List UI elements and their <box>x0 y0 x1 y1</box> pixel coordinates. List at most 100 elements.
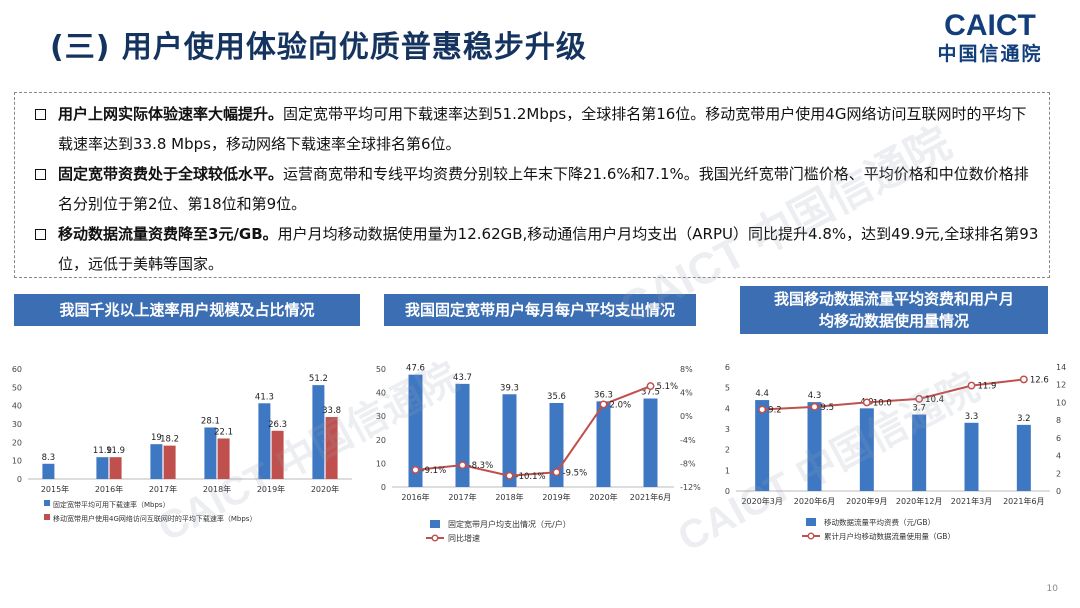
legend-bar-swatch <box>806 518 816 526</box>
y-tick-label-right: 8 <box>1056 416 1061 425</box>
legend-label: 固定宽带月户均支出情况（元/户） <box>448 519 571 529</box>
chart-fixed-spend: 0 10 20 30 40 50 -12% -8% -4% 0% 4% 8% 2016年 2017年 201… <box>376 364 701 543</box>
y-tick-label-right: -4% <box>680 436 696 445</box>
bullet-bold: 移动数据流量资费降至3元/GB。 <box>58 225 278 243</box>
y-tick-label-right: 2 <box>1056 469 1061 478</box>
checkbox-square-icon <box>35 169 46 180</box>
bullet-bold: 用户上网实际体验速率大幅提升。 <box>58 105 284 123</box>
data-label: 35.6 <box>547 392 566 402</box>
y-tick-label-right: 0% <box>680 412 693 421</box>
y-tick-label-right: 6 <box>1056 434 1061 443</box>
checkbox-square-icon <box>35 229 46 240</box>
line-point <box>1019 375 1028 384</box>
bar <box>596 401 611 487</box>
data-label: 41.3 <box>255 392 274 402</box>
legend-bar-swatch <box>44 514 50 520</box>
y-tick-label: 30 <box>12 420 22 429</box>
x-tick-label: 2018年 <box>495 492 523 502</box>
bar <box>96 457 109 479</box>
line-point <box>646 382 655 391</box>
x-tick-label: 2015年 <box>41 484 69 494</box>
bullet-item: 固定宽带资费处于全球较低水平。运营商宽带和专线平均资费分别较上年末下降21.6%… <box>35 159 1041 219</box>
bar <box>204 427 217 479</box>
x-tick-label: 2017年 <box>149 484 177 494</box>
y-tick-label: 3 <box>725 425 730 434</box>
y-tick-label: 2 <box>725 446 730 455</box>
data-label: 39.3 <box>500 383 519 393</box>
y-tick-label: 50 <box>376 365 386 374</box>
line-data-label: 11.9 <box>978 382 997 392</box>
data-label: 19 <box>151 433 162 443</box>
line-point <box>411 465 420 474</box>
y-tick-label: 4 <box>725 404 730 413</box>
y-tick-label: 0 <box>381 483 386 492</box>
bar <box>312 385 325 479</box>
bar <box>455 383 470 487</box>
y-tick-label: 40 <box>12 402 22 411</box>
x-tick-label: 2021年3月 <box>951 496 992 506</box>
bullet-item: 移动数据流量资费降至3元/GB。用户月均移动数据使用量为12.62GB,移动通信… <box>35 219 1041 279</box>
bullet-text: 固定宽带平均可用下载速率达到51.2Mbps，全球排名第16位。移动宽带用户使用… <box>58 105 1027 153</box>
line-point <box>505 471 514 480</box>
x-tick-label: 2020年12月 <box>896 496 943 506</box>
series-line <box>415 385 651 477</box>
y-tick-label-right: 4 <box>1056 452 1061 461</box>
x-tick-label: 2017年 <box>448 492 476 502</box>
x-tick-label: 2021年6月 <box>630 492 671 502</box>
legend-point-swatch <box>807 532 815 540</box>
y-tick-label: 0 <box>17 475 22 484</box>
line-point <box>967 381 976 390</box>
checkbox-square-icon <box>35 109 46 120</box>
x-tick-label: 2019年 <box>257 484 285 494</box>
line-point <box>458 461 467 470</box>
y-tick-label: 0 <box>725 487 730 496</box>
line-data-label: 9.2 <box>768 406 782 416</box>
x-tick-label: 2019年 <box>542 492 570 502</box>
bar <box>912 414 927 491</box>
bar <box>258 403 271 479</box>
line-data-label: -9.1% <box>422 466 447 476</box>
bar <box>271 430 284 479</box>
data-label: 3.7 <box>912 404 926 414</box>
data-label: 11.9 <box>93 446 112 456</box>
line-point <box>862 398 871 407</box>
data-label: 18.2 <box>160 435 179 445</box>
y-tick-label: 50 <box>12 383 22 392</box>
series-line <box>762 378 1024 411</box>
y-tick-label: 1 <box>725 466 730 475</box>
logo-text-cn: 中国信通院 <box>937 43 1043 65</box>
chart-speed: 0 10 20 30 40 50 60 2015年 2016年 2017年 2018年 2019年 20… <box>12 365 352 523</box>
legend-label: 固定宽带平均可用下载速率（Mbps） <box>53 500 170 509</box>
page-title: (三) 用户使用体验向优质普惠稳步升级 <box>50 30 587 65</box>
y-tick-label-right: -12% <box>680 483 701 492</box>
legend-label: 移动数据流量平均资费（元/GB） <box>824 517 935 527</box>
y-tick-label: 60 <box>12 365 22 374</box>
legend-label: 移动宽带用户使用4G网络访问互联网时的平均下载速率（Mbps） <box>53 514 256 523</box>
bar <box>502 394 517 487</box>
bullet-item: 用户上网实际体验速率大幅提升。固定宽带平均可用下载速率达到51.2Mbps，全球… <box>35 99 1041 159</box>
line-point <box>915 394 924 403</box>
panel-title-mobile-data: 我国移动数据流量平均资费和用户月均移动数据使用量情况 <box>740 286 1048 334</box>
line-data-label: 12.6 <box>1030 375 1049 385</box>
x-tick-label: 2016年 <box>95 484 123 494</box>
y-tick-label-right: -8% <box>680 459 696 468</box>
line-point <box>758 405 767 414</box>
data-label: 47.6 <box>406 364 425 374</box>
data-label: 3.2 <box>1017 414 1031 424</box>
y-tick-label: 20 <box>376 436 386 445</box>
line-data-label: 10.4 <box>925 395 944 405</box>
bar <box>150 444 163 479</box>
bar <box>163 445 176 479</box>
line-data-label: -9.5% <box>563 468 588 478</box>
line-data-label: 10.0 <box>873 398 892 408</box>
y-tick-label-right: 0 <box>1056 487 1061 496</box>
bullet-text: 用户月均移动数据使用量为12.62GB,移动通信用户月均支出（ARPU）同比提升… <box>58 225 1039 273</box>
bar <box>755 400 770 491</box>
y-tick-label: 10 <box>376 459 386 468</box>
x-tick-label: 2020年9月 <box>846 496 887 506</box>
data-label: 26.3 <box>268 420 287 430</box>
line-data-label: -8.3% <box>469 461 494 471</box>
x-tick-label: 2021年6月 <box>1003 496 1044 506</box>
data-label: 37.5 <box>641 388 660 398</box>
x-tick-label: 2020年6月 <box>794 496 835 506</box>
